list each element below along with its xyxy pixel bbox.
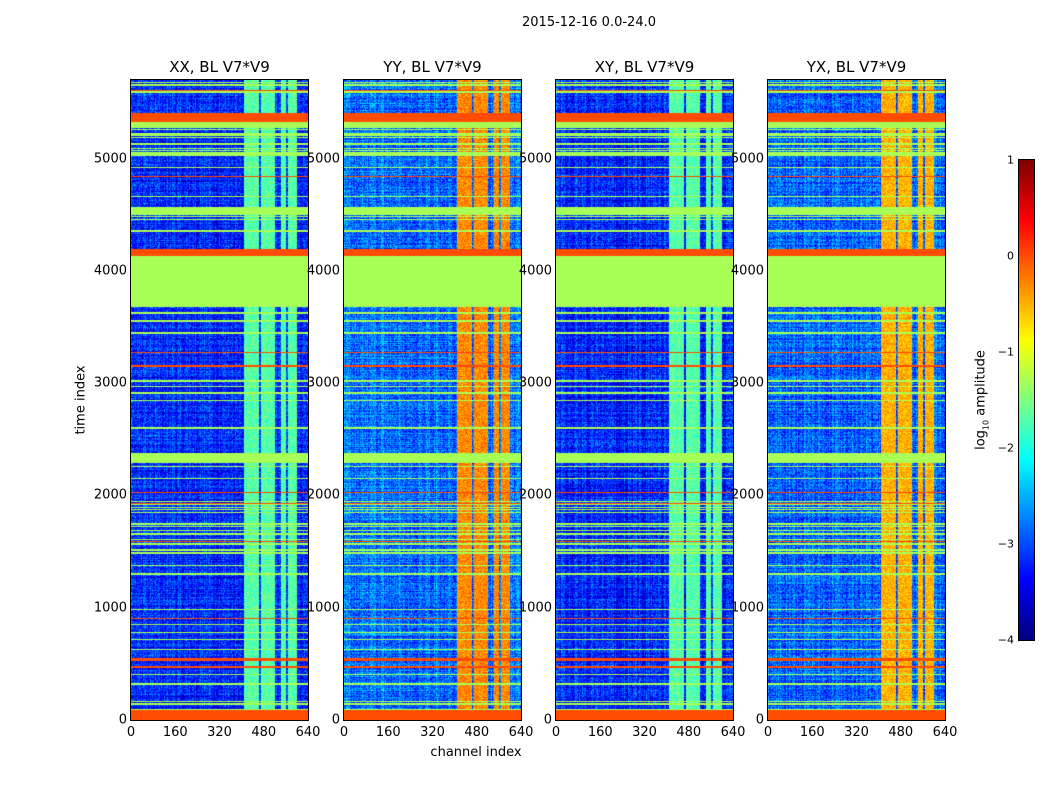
panel-title: YX, BL V7*V9 — [806, 58, 907, 76]
y-tick-label: 2000 — [730, 487, 764, 503]
heatmap-image — [344, 80, 521, 720]
x-tick-label: 160 — [799, 725, 825, 740]
colorbar-tick-label: −4 — [997, 633, 1014, 647]
colorbar-tick-label: −2 — [997, 441, 1014, 455]
y-tick-label: 3000 — [518, 375, 552, 391]
y-tick-label: 4000 — [730, 263, 764, 279]
x-tick-label: 480 — [464, 725, 490, 740]
x-axis-label: channel index — [430, 745, 522, 760]
heatmap-image — [131, 80, 308, 720]
y-tick-label: 3000 — [306, 375, 340, 391]
heatmap-panel-3 — [767, 79, 946, 721]
x-tick-label: 0 — [339, 725, 349, 740]
colorbar-gradient — [1019, 160, 1034, 640]
x-tick-label: 160 — [375, 725, 401, 740]
heatmap-panel-1 — [343, 79, 522, 721]
panel-title: YY, BL V7*V9 — [383, 58, 482, 76]
y-tick-label: 0 — [755, 712, 764, 728]
y-tick-label: 4000 — [306, 263, 340, 279]
colorbar — [1018, 159, 1035, 641]
y-tick-label: 4000 — [93, 263, 127, 279]
colorbar-tick-label: −1 — [997, 345, 1014, 359]
colorbar-tick-label: −3 — [997, 537, 1014, 551]
x-tick-label: 480 — [676, 725, 702, 740]
y-tick-label: 1000 — [306, 600, 340, 616]
colorbar-tick-label: 1 — [1007, 153, 1014, 167]
x-tick-label: 640 — [720, 725, 746, 740]
y-tick-label: 3000 — [730, 375, 764, 391]
x-tick-label: 640 — [508, 725, 534, 740]
y-tick-label: 3000 — [93, 375, 127, 391]
x-tick-label: 0 — [551, 725, 561, 740]
x-tick-label: 320 — [844, 725, 869, 740]
y-tick-label: 2000 — [306, 487, 340, 503]
colorbar-label: log10 amplitude — [974, 350, 991, 450]
x-tick-label: 160 — [587, 725, 613, 740]
panel-title: XY, BL V7*V9 — [594, 58, 695, 76]
x-tick-label: 320 — [632, 725, 657, 740]
heatmap-panel-0 — [130, 79, 309, 721]
y-tick-label: 5000 — [518, 151, 552, 167]
y-tick-label: 5000 — [306, 151, 340, 167]
y-axis-label: time index — [73, 365, 89, 435]
y-tick-label: 0 — [118, 712, 127, 728]
colorbar-tick-label: 0 — [1007, 249, 1014, 263]
y-tick-label: 0 — [543, 712, 552, 728]
x-tick-label: 0 — [126, 725, 136, 740]
x-tick-label: 640 — [295, 725, 321, 740]
colorbar-label-rest: amplitude — [973, 350, 989, 420]
x-tick-label: 320 — [207, 725, 232, 740]
y-tick-label: 2000 — [518, 487, 552, 503]
heatmap-image — [556, 80, 733, 720]
x-tick-label: 480 — [251, 725, 277, 740]
heatmap-image — [768, 80, 945, 720]
y-tick-label: 0 — [331, 712, 340, 728]
y-tick-label: 5000 — [730, 151, 764, 167]
y-tick-label: 5000 — [93, 151, 127, 167]
colorbar-label-sub: 10 — [981, 419, 991, 431]
x-tick-label: 480 — [888, 725, 914, 740]
x-tick-label: 0 — [763, 725, 773, 740]
y-tick-label: 4000 — [518, 263, 552, 279]
figure-title: 2015-12-16 0.0-24.0 — [522, 15, 656, 30]
x-tick-label: 160 — [162, 725, 188, 740]
y-tick-label: 2000 — [93, 487, 127, 503]
x-tick-label: 320 — [420, 725, 445, 740]
colorbar-label-main: log — [973, 430, 989, 450]
x-tick-label: 640 — [932, 725, 958, 740]
panel-title: XX, BL V7*V9 — [169, 58, 270, 76]
y-tick-label: 1000 — [730, 600, 764, 616]
y-tick-label: 1000 — [518, 600, 552, 616]
y-tick-label: 1000 — [93, 600, 127, 616]
heatmap-panel-2 — [555, 79, 734, 721]
